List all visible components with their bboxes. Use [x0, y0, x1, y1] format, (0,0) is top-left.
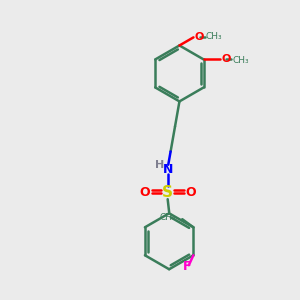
Text: CH₃: CH₃	[206, 32, 223, 41]
Text: O: O	[221, 55, 231, 64]
Text: H: H	[155, 160, 164, 170]
Text: O: O	[140, 186, 150, 199]
Text: F: F	[182, 260, 191, 273]
Text: N: N	[163, 163, 173, 176]
Text: S: S	[162, 185, 173, 200]
Text: O: O	[195, 32, 204, 42]
Text: CH₃: CH₃	[159, 213, 176, 222]
Text: O: O	[185, 186, 196, 199]
Text: CH₃: CH₃	[232, 56, 249, 64]
